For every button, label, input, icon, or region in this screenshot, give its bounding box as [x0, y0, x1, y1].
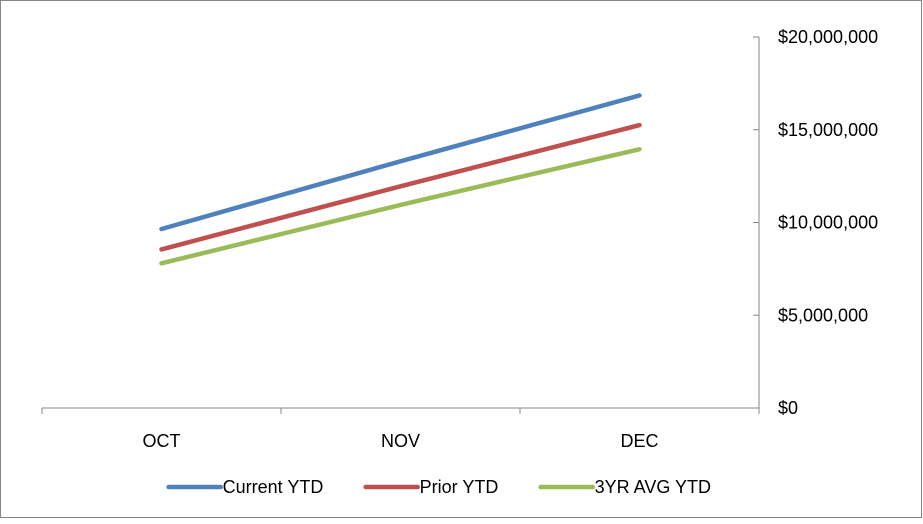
x-tick-label: NOV — [381, 431, 420, 451]
legend-item: Prior YTD — [363, 477, 499, 497]
legend-item: 3YR AVG YTD — [538, 477, 711, 497]
y-tick-label: $5,000,000 — [778, 305, 868, 325]
series-line — [159, 146, 642, 266]
series-line — [159, 122, 642, 252]
y-tick-label: $20,000,000 — [778, 27, 878, 47]
y-axis-tick-labels: $0 $5,000,000 $10,000,000 $15,000,000 $20,00… — [778, 27, 878, 418]
series-line — [159, 93, 642, 232]
legend-label: Current YTD — [223, 477, 324, 497]
y-tick-label: $15,000,000 — [778, 120, 878, 140]
legend-label: Prior YTD — [420, 477, 499, 497]
y-tick-label: $0 — [778, 398, 798, 418]
x-axis-ticks — [41, 408, 760, 414]
y-axis-ticks — [753, 36, 759, 409]
legend-item: Current YTD — [166, 477, 324, 497]
legend-label: 3YR AVG YTD — [595, 477, 711, 497]
x-tick-label: OCT — [143, 431, 181, 451]
series-lines — [159, 93, 642, 266]
legend: Current YTD Prior YTD 3YR AVG YTD — [166, 477, 711, 497]
x-axis-tick-labels: OCT NOV DEC — [143, 431, 659, 451]
x-tick-label: DEC — [620, 431, 658, 451]
y-tick-label: $10,000,000 — [778, 213, 878, 233]
